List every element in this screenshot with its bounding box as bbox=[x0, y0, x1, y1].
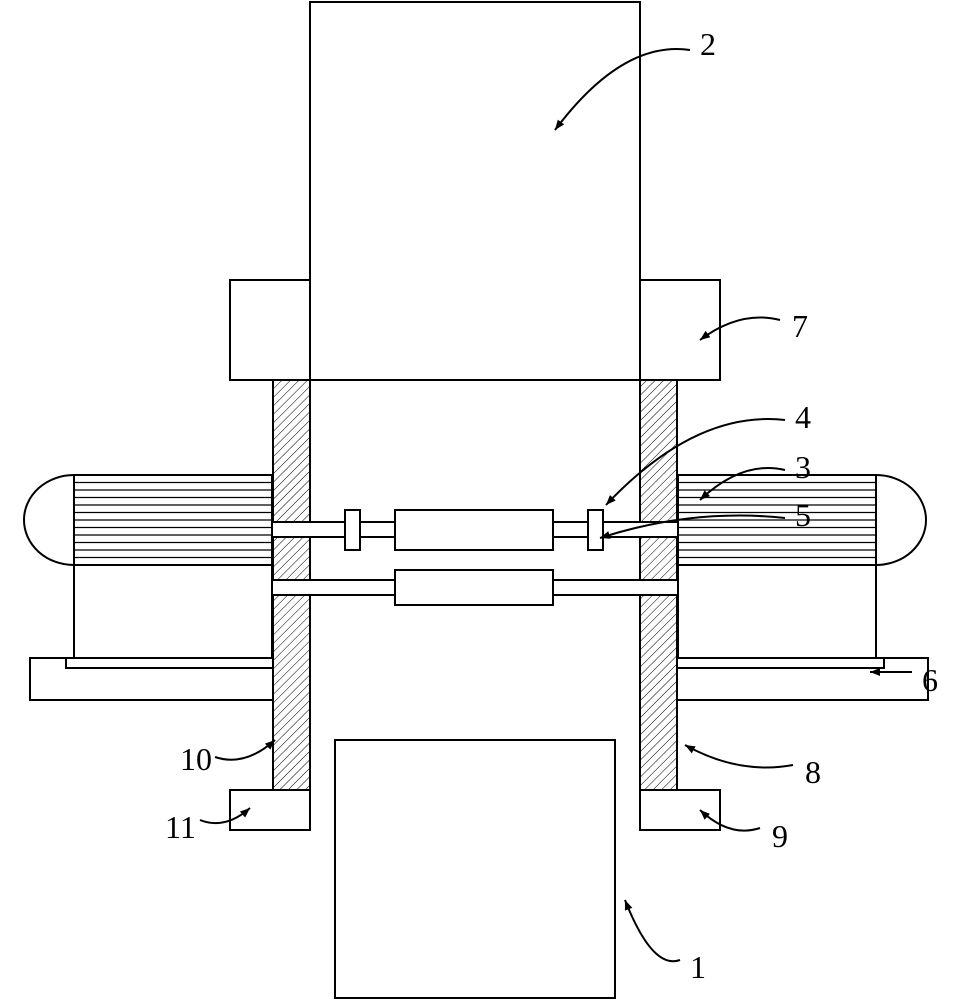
foot-right bbox=[640, 790, 720, 830]
hub-lower bbox=[395, 570, 553, 605]
label-2: 2 bbox=[700, 26, 716, 62]
leader-10 bbox=[215, 740, 275, 760]
motor-left bbox=[24, 475, 280, 668]
diagram-canvas: 1 2 3 4 5 6 7 89 10 11 bbox=[0, 0, 954, 1000]
label-8: 8 bbox=[805, 754, 821, 790]
hub-upper bbox=[395, 510, 553, 550]
coupling-upper-left bbox=[345, 510, 360, 550]
leader-1 bbox=[625, 900, 680, 961]
label-10: 10 bbox=[180, 741, 212, 777]
label-3: 3 bbox=[795, 449, 811, 485]
label-6: 6 bbox=[922, 662, 938, 698]
label-11: 11 bbox=[165, 809, 196, 845]
label-9: 9 bbox=[772, 818, 788, 854]
label-1: 1 bbox=[690, 949, 706, 985]
leader-8 bbox=[685, 745, 793, 768]
bracket-upper-left bbox=[230, 280, 310, 380]
label-5: 5 bbox=[795, 497, 811, 533]
bracket-upper-right bbox=[640, 280, 720, 380]
block-lower bbox=[335, 740, 615, 998]
foot-left bbox=[230, 790, 310, 830]
block-upper bbox=[310, 2, 640, 380]
label-4: 4 bbox=[795, 399, 811, 435]
label-7: 7 bbox=[792, 308, 808, 344]
coupling-upper-right bbox=[588, 510, 603, 550]
